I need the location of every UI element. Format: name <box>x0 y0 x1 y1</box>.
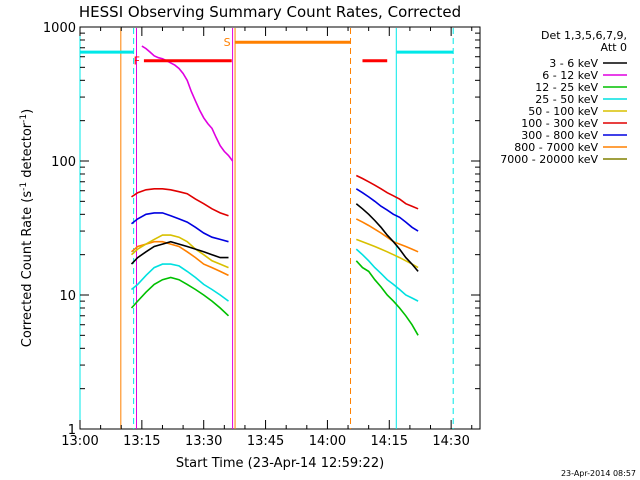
series-line-0-1 <box>355 203 419 272</box>
x-tick-label-4: 14:00 <box>309 434 346 449</box>
legend-label-0: 3 - 6 keV <box>549 57 598 70</box>
series-line-7-0 <box>130 240 229 277</box>
series-line-3-1 <box>355 248 419 302</box>
vertical-markers <box>79 28 454 429</box>
y-axis-label-sup2: -1 <box>19 114 29 123</box>
legend-label-5: 100 - 300 keV <box>521 117 598 130</box>
y-tick-label-3: 1000 <box>43 21 76 36</box>
x-tick-label-2: 13:30 <box>185 434 222 449</box>
chart-title: HESSI Observing Summary Count Rates, Cor… <box>79 3 461 21</box>
legend-label-4: 50 - 100 keV <box>528 105 598 118</box>
y-tick-label-1: 10 <box>59 289 76 304</box>
y-axis-ticks: 1 10 100 1000 <box>43 21 480 438</box>
footer-timestamp: 23-Apr-2014 08:57 <box>561 469 636 478</box>
y-axis-label-main: Corrected Count Rate (s <box>20 191 35 348</box>
legend-header-1: Det 1,3,5,6,7,9, <box>541 29 627 42</box>
plot-border <box>79 26 481 430</box>
y-axis-label-close: ) <box>20 109 35 114</box>
x-tick-label-6: 14:30 <box>432 434 469 449</box>
x-axis-label: Start Time (23-Apr-14 12:59:22) <box>176 456 384 471</box>
series-line-5-1 <box>355 174 419 210</box>
legend-header-2: Att 0 <box>601 41 627 54</box>
series-line-7-1 <box>355 218 419 253</box>
series-line-6-0 <box>131 212 229 243</box>
series-line-1-0 <box>141 45 234 162</box>
x-axis-ticks: 13:00 13:15 13:30 13:45 14:00 14:15 14:30 <box>61 27 473 449</box>
y-tick-label-2: 100 <box>51 155 76 170</box>
legend-label-6: 300 - 800 keV <box>521 129 598 142</box>
series-line-2-1 <box>355 260 419 336</box>
legend-label-8: 7000 - 20000 keV <box>500 153 598 166</box>
series-line-4-1 <box>356 238 419 269</box>
legend-label-2: 12 - 25 keV <box>535 81 598 94</box>
state-bar-label-0: F <box>134 55 140 68</box>
x-tick-label-0: 13:00 <box>61 434 98 449</box>
x-tick-label-5: 14:15 <box>371 434 408 449</box>
legend-label-7: 800 - 7000 keV <box>514 141 598 154</box>
y-axis-label-tail: detector <box>20 122 35 182</box>
data-series <box>130 45 419 336</box>
x-tick-label-3: 13:45 <box>247 434 284 449</box>
attenuator-bars: FS <box>80 36 454 68</box>
series-line-0-0 <box>130 240 229 265</box>
series-line-6-1 <box>355 188 419 232</box>
series-line-5-0 <box>131 188 229 217</box>
y-axis-label-sup: -1 <box>19 182 29 191</box>
plot-frame <box>79 26 481 430</box>
y-axis-label: Corrected Count Rate (s-1 detector-1) <box>19 109 35 347</box>
x-tick-label-1: 13:15 <box>123 434 160 449</box>
y-tick-label-0: 1 <box>68 423 76 438</box>
state-bar-label-2: S <box>224 36 231 49</box>
series-line-2-0 <box>130 276 230 317</box>
legend-label-1: 6 - 12 keV <box>542 69 598 82</box>
legend-label-3: 25 - 50 keV <box>535 93 598 106</box>
series-line-3-0 <box>130 263 229 302</box>
series-line-4-0 <box>130 234 229 269</box>
